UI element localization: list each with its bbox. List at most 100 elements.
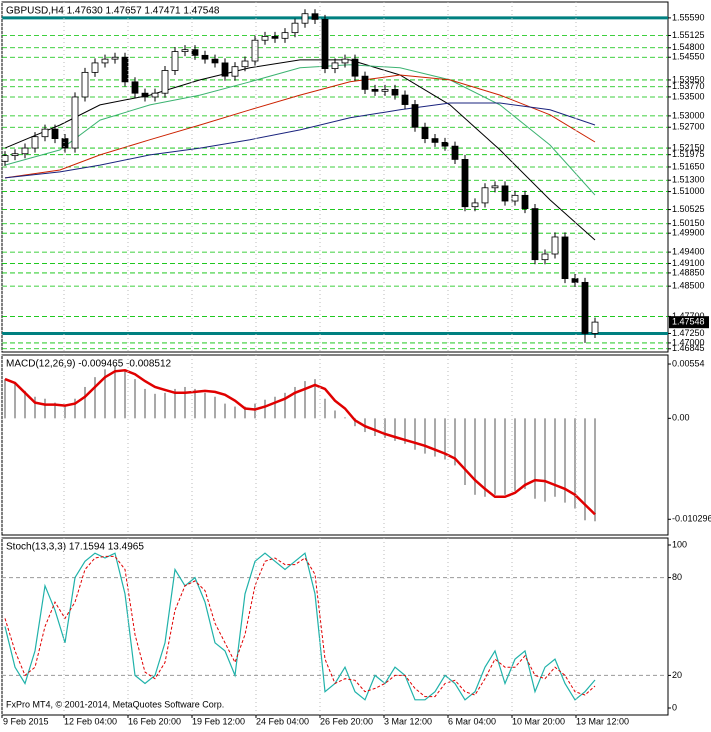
candle-body (181, 49, 189, 52)
panel-plot (2, 9, 668, 350)
candle-body (441, 141, 449, 147)
macd-bar (84, 386, 86, 419)
macd-bar (304, 381, 306, 419)
macd-bar (114, 365, 116, 419)
candle-body (61, 138, 69, 149)
candle-body (311, 13, 319, 20)
y-tick-label: 1.49100 (672, 258, 705, 268)
macd-bar (24, 390, 26, 419)
y-tick-label: 0 (672, 702, 677, 712)
macd-bar (74, 398, 76, 419)
x-tick-label: 12 Feb 04:00 (64, 716, 117, 726)
macd-bar (504, 418, 506, 495)
macd-bar (134, 379, 136, 419)
macd-bar (584, 418, 586, 521)
panel-title: GBPUSD,H4 1.47630 1.47657 1.47471 1.4754… (6, 6, 220, 17)
candle-body (51, 128, 59, 139)
y-tick-label: 20 (672, 670, 682, 680)
last-price-box (669, 316, 709, 329)
y-tick-label: 1.53770 (672, 81, 705, 91)
stoch-main (4, 552, 596, 701)
y-tick-label: 1.50525 (672, 204, 705, 214)
macd-bar (414, 418, 416, 450)
candle-body (271, 36, 279, 39)
macd-bar (394, 418, 396, 441)
y-tick-label: 1.53500 (672, 91, 705, 101)
macd-bar (554, 418, 556, 497)
macd-bar (4, 379, 6, 419)
y-tick-label: 1.50150 (672, 218, 705, 228)
y-tick-label: 1.52150 (672, 142, 705, 152)
macd-bar (474, 418, 476, 495)
candle-body (561, 236, 569, 279)
macd-bar (244, 406, 246, 419)
candle-body (161, 70, 169, 94)
candle-body (321, 19, 329, 69)
y-tick-label: 1.55125 (672, 30, 705, 40)
macd-bar (564, 418, 566, 503)
candle-body (301, 13, 309, 24)
macd-bar (374, 418, 376, 436)
macd-bar (484, 418, 486, 497)
moving-average (4, 74, 596, 179)
candle-body (231, 66, 239, 77)
macd-bar (324, 398, 326, 419)
candle-body (2, 155, 9, 162)
y-tick-label: 1.46845 (672, 343, 705, 353)
candle-body (341, 58, 349, 64)
macd-bar (444, 418, 446, 460)
y-tick-label: 1.54800 (672, 42, 705, 52)
candle-body (591, 321, 599, 334)
macd-bar (174, 388, 176, 419)
candle-body (21, 147, 29, 155)
macd-bar (54, 402, 56, 419)
candle-body (131, 81, 139, 94)
y-tick-label: 1.53000 (672, 110, 705, 120)
y-tick-label: 1.47000 (672, 337, 705, 347)
candle-body (551, 236, 559, 255)
macd-bar (524, 418, 526, 489)
candle-body (411, 104, 419, 128)
y-tick-label: -0.010296 (672, 514, 711, 524)
y-tick-label: 80 (672, 572, 682, 582)
x-tick-label: 9 Feb 2015 (3, 716, 49, 726)
y-tick-label: 0.00 (672, 413, 690, 423)
candle-body (361, 75, 369, 90)
macd-bar (104, 369, 106, 419)
x-tick-label: 13 Mar 12:00 (576, 716, 629, 726)
macd-bar (254, 403, 256, 419)
y-tick-label: 1.54550 (672, 52, 705, 62)
candle-body (101, 58, 109, 64)
candle-body (121, 56, 129, 83)
candle-body (151, 92, 159, 98)
candle-body (391, 89, 399, 96)
stoch-signal (4, 555, 596, 698)
candle-body (531, 208, 539, 261)
candle-body (251, 39, 259, 62)
macd-bar (434, 418, 436, 457)
y-tick-label: 1.47700 (672, 311, 705, 321)
macd-bar (214, 396, 216, 419)
x-tick-label: 10 Mar 20:00 (512, 716, 565, 726)
macd-bar (194, 388, 196, 419)
macd-bar (464, 418, 466, 485)
macd-bar (64, 406, 66, 419)
panel-title: MACD(12,26,9) -0.009465 -0.008512 (6, 359, 172, 370)
candle-body (581, 281, 589, 334)
candle-body (71, 96, 79, 149)
macd-bar (234, 406, 236, 419)
candle-body (11, 153, 19, 157)
y-tick-label: 1.49900 (672, 228, 705, 238)
y-tick-label: 1.48500 (672, 281, 705, 291)
y-tick-label: 1.55590 (672, 12, 705, 22)
candle-body (191, 49, 199, 56)
macd-bar (124, 371, 126, 419)
candle-body (421, 126, 429, 139)
footer: FxPro MT4, © 2001-2014, MetaQuotes Softw… (6, 699, 224, 709)
panel-title: Stoch(13,3,3) 17.1594 13.4965 (6, 542, 144, 553)
panel-plot (2, 552, 668, 701)
candle-body (261, 36, 269, 41)
candle-body (491, 185, 499, 189)
candle-body (471, 202, 479, 208)
